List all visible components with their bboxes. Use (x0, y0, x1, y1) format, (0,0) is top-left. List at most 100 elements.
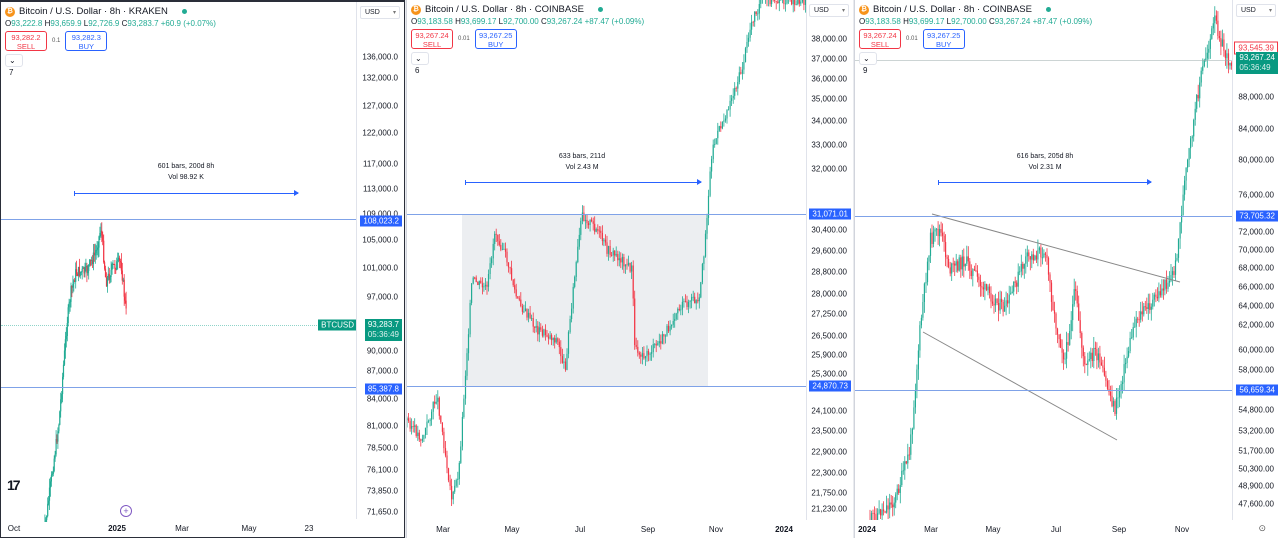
symbol-title[interactable]: Bitcoin / U.S. Dollar · 8h · COINBASE (873, 4, 1032, 15)
time-axis[interactable]: Oct 2025 Mar May 23 (1, 519, 356, 537)
price-axis[interactable]: 96,000.0088,000.0084,000.0080,000.0076,0… (1232, 0, 1280, 520)
indicators-toggle[interactable]: ⌄ 7 (5, 54, 23, 77)
measure-arrow[interactable] (938, 179, 1152, 185)
price-tick: 73,850.0 (366, 486, 398, 496)
sell-button[interactable]: 93,267.24 SELL (411, 29, 453, 49)
chevron-down-icon: ▾ (392, 10, 396, 16)
measure-arrow[interactable] (74, 190, 299, 196)
currency-select[interactable]: USD ▾ (809, 4, 849, 17)
measure-info: 616 bars, 205d 8h Vol 2.31 M (1016, 153, 1074, 171)
currency-select[interactable]: USD ▾ (1236, 4, 1276, 17)
price-tick: 54,800.00 (1238, 405, 1274, 415)
time-tick: Mar (436, 525, 450, 534)
price-tick: 48,900.00 (1238, 481, 1274, 491)
ohlc-values: O93,222.8 H93,659.9 L92,726.9 C93,283.7 … (5, 19, 216, 28)
price-tick: 37,000.00 (811, 54, 847, 64)
time-axis[interactable]: Mar May Jul Sep Nov 2024 (407, 520, 806, 538)
sell-button[interactable]: 93,282.2 SELL (5, 31, 47, 51)
chart-pane-coinbase-2023[interactable]: 633 bars, 211d Vol 2.43 M 39,000.0038,00… (406, 0, 853, 538)
measure-arrow[interactable] (465, 179, 702, 185)
horizontal-line-support[interactable] (855, 390, 1233, 391)
indicators-toggle[interactable]: ⌄ 6 (411, 52, 429, 75)
ohlc-values: O93,183.58 H93,699.17 L92,700.00 C93,267… (411, 17, 645, 26)
chevron-down-icon: ▾ (1268, 8, 1272, 14)
chart-pane-kraken[interactable]: 601 bars, 200d 8h Vol 98.92 K BTCUSD 17 … (0, 0, 405, 538)
chart-pane-coinbase-2024[interactable]: 616 bars, 205d 8h Vol 2.31 M 96,000.0088… (854, 0, 1280, 538)
time-tick: Nov (708, 525, 724, 534)
price-tick: 80,000.00 (1238, 155, 1274, 165)
price-axis[interactable]: 39,000.0038,000.0037,000.0036,000.0035,0… (806, 0, 853, 520)
horizontal-line-resistance[interactable] (855, 216, 1233, 217)
time-tick: Jul (1050, 525, 1062, 534)
price-tick: 36,000.00 (811, 74, 847, 84)
indicators-toggle[interactable]: ⌄ 9 (859, 52, 877, 75)
horizontal-line-support[interactable] (407, 386, 807, 387)
sell-button[interactable]: 93,267.24 SELL (859, 29, 901, 49)
price-tick: 60,000.00 (1238, 345, 1274, 355)
hline-price-label: 31,071.01 (809, 208, 851, 220)
price-tick: 122,000.0 (362, 128, 398, 138)
horizontal-line-resistance[interactable] (1, 219, 357, 220)
price-tick: 136,000.0 (362, 52, 398, 62)
horizontal-line-support[interactable] (1, 387, 357, 388)
price-tick: 32,000.00 (811, 164, 847, 174)
time-tick: Nov (1174, 525, 1190, 534)
currency-select[interactable]: USD ▾ (360, 6, 400, 19)
symbol-title[interactable]: Bitcoin / U.S. Dollar · 8h · COINBASE (425, 4, 584, 15)
market-open-status-icon (597, 7, 603, 12)
price-tick: 88,000.00 (1238, 92, 1274, 102)
price-tick: 72,000.00 (1238, 227, 1274, 237)
price-tick: 33,000.00 (811, 140, 847, 150)
chart-legend: ₿ Bitcoin / U.S. Dollar · 8h · COINBASE … (859, 4, 1092, 75)
chart-plot-area[interactable]: 633 bars, 211d Vol 2.43 M (407, 0, 807, 520)
price-tick: 90,000.0 (366, 346, 398, 356)
price-tick: 109,000.0 (362, 209, 398, 219)
time-tick: May (504, 525, 520, 534)
time-tick: Jul (574, 525, 586, 534)
price-tick: 97,000.0 (366, 292, 398, 302)
buy-button[interactable]: 93,282.3 BUY (65, 31, 108, 51)
tradingview-logo[interactable]: 17 (7, 477, 21, 493)
chart-plot-area[interactable]: 616 bars, 205d 8h Vol 2.31 M (855, 0, 1233, 520)
hline-price-label: 108,023.2 (360, 215, 402, 227)
chart-plot-area[interactable]: 601 bars, 200d 8h Vol 98.92 K BTCUSD 17 … (1, 2, 357, 522)
price-tick: 25,300.00 (811, 369, 847, 379)
measure-info: 601 bars, 200d 8h Vol 98.92 K (158, 161, 214, 183)
price-tick: 23,500.00 (811, 426, 847, 436)
price-tick: 27,250.00 (811, 309, 847, 319)
settings-icon[interactable]: ⊙ (1258, 523, 1266, 533)
time-tick: 2025 (108, 524, 126, 533)
buy-button[interactable]: 93,267.25 BUY (922, 29, 965, 49)
horizontal-line-resistance[interactable] (407, 214, 807, 215)
symbol-title[interactable]: Bitcoin / U.S. Dollar · 8h · KRAKEN (19, 6, 168, 17)
spread-value: 0.01 (906, 36, 918, 42)
price-tick: 68,000.00 (1238, 263, 1274, 273)
chart-legend: ₿ Bitcoin / U.S. Dollar · 8h · KRAKEN O9… (5, 6, 216, 77)
measure-volume: Vol 98.92 K (168, 174, 204, 181)
price-tick: 76,100.0 (366, 465, 398, 475)
trendlines[interactable] (855, 0, 1233, 520)
bitcoin-icon: ₿ (411, 4, 421, 15)
price-range-rectangle[interactable] (462, 214, 708, 386)
measure-info: 633 bars, 211d Vol 2.43 M (558, 153, 606, 171)
price-tick: 25,900.00 (811, 350, 847, 360)
price-tick: 24,100.00 (811, 406, 847, 416)
add-button[interactable]: + (120, 505, 132, 517)
time-axis[interactable]: 2024 Mar May Jul Sep Nov (855, 520, 1232, 538)
price-tick: 62,000.00 (1238, 320, 1274, 330)
last-price-label: 93,267.24 05:36:49 (1236, 52, 1278, 74)
candlestick-series (407, 0, 807, 506)
price-tick: 105,000.0 (362, 235, 398, 245)
time-tick: 2024 (775, 525, 793, 534)
price-tick: 76,000.00 (1238, 190, 1274, 200)
buy-button[interactable]: 93,267.25 BUY (474, 29, 517, 49)
hline-price-label: 73,705.32 (1236, 210, 1278, 222)
time-tick: May (985, 525, 1001, 534)
price-tick: 117,000.0 (363, 159, 398, 169)
symbol-tag: BTCUSD (318, 319, 357, 331)
last-price-line (1, 325, 357, 326)
time-tick: Sep (640, 525, 656, 534)
price-tick: 84,000.0 (366, 394, 398, 404)
price-tick: 22,300.00 (811, 468, 847, 478)
price-axis[interactable]: 136,000.0 132,000.0 127,000.0 122,000.0 117,… (356, 2, 404, 519)
